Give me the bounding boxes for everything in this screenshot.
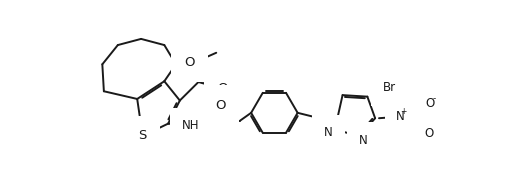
Text: O: O xyxy=(426,97,435,110)
Text: N: N xyxy=(324,126,333,139)
Text: O: O xyxy=(217,82,228,95)
Text: O: O xyxy=(424,127,433,140)
Text: -: - xyxy=(432,94,436,103)
Text: Br: Br xyxy=(383,81,396,94)
Text: N: N xyxy=(359,134,368,147)
Text: S: S xyxy=(139,129,147,142)
Text: O: O xyxy=(184,55,194,68)
Text: NH: NH xyxy=(182,119,200,132)
Text: +: + xyxy=(401,107,407,116)
Text: O: O xyxy=(216,99,226,112)
Text: N: N xyxy=(396,110,405,123)
